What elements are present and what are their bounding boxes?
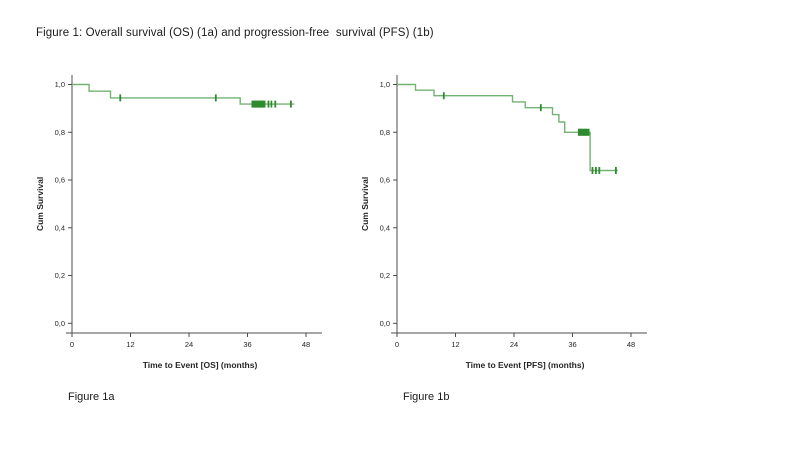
x-tick-label: 24 bbox=[185, 340, 193, 349]
y-tick-label: 1,0 bbox=[380, 80, 390, 89]
figure-1a-caption: Figure 1a bbox=[68, 391, 115, 403]
x-tick-label: 12 bbox=[451, 340, 459, 349]
y-tick-label: 0,6 bbox=[55, 176, 65, 185]
y-tick-label: 0,0 bbox=[380, 319, 390, 328]
x-axis-title: Time to Event [OS] (months) bbox=[143, 360, 258, 370]
y-tick-label: 0,8 bbox=[55, 128, 65, 137]
survival-curve bbox=[397, 83, 618, 172]
pfs-kaplan-meier-plot: 0,0 0,2 0,4 0,6 0,8 1,0 0 12 24 36 48 Cum Survival T… bbox=[360, 75, 647, 370]
x-tick-label: 48 bbox=[627, 340, 635, 349]
x-tick-label: 0 bbox=[70, 340, 74, 349]
y-tick-label: 1,0 bbox=[55, 80, 65, 89]
x-tick-label: 48 bbox=[302, 340, 310, 349]
y-tick-label: 0,4 bbox=[55, 223, 65, 232]
x-tick-label: 36 bbox=[243, 340, 251, 349]
y-tick-label: 0,4 bbox=[380, 223, 390, 232]
y-tick-label: 0,0 bbox=[55, 319, 65, 328]
figure-title: Figure 1: Overall survival (OS) (1a) and… bbox=[36, 27, 434, 39]
x-tick-label: 24 bbox=[510, 340, 518, 349]
figure-1b-caption: Figure 1b bbox=[403, 391, 450, 403]
y-axis-title: Cum Survival bbox=[360, 177, 370, 231]
x-tick-label: 0 bbox=[395, 340, 399, 349]
x-axis-title: Time to Event [PFS] (months) bbox=[466, 360, 585, 370]
x-tick-label: 12 bbox=[126, 340, 134, 349]
y-tick-label: 0,2 bbox=[380, 271, 390, 280]
survival-curve bbox=[72, 83, 295, 105]
y-tick-label: 0,6 bbox=[380, 176, 390, 185]
os-kaplan-meier-plot: 0,0 0,2 0,4 0,6 0,8 1,0 0 12 24 36 48 Cum Survival T… bbox=[35, 75, 322, 370]
x-tick-label: 36 bbox=[568, 340, 576, 349]
y-tick-label: 0,8 bbox=[380, 128, 390, 137]
y-tick-label: 0,2 bbox=[55, 271, 65, 280]
y-axis-title: Cum Survival bbox=[35, 177, 45, 231]
